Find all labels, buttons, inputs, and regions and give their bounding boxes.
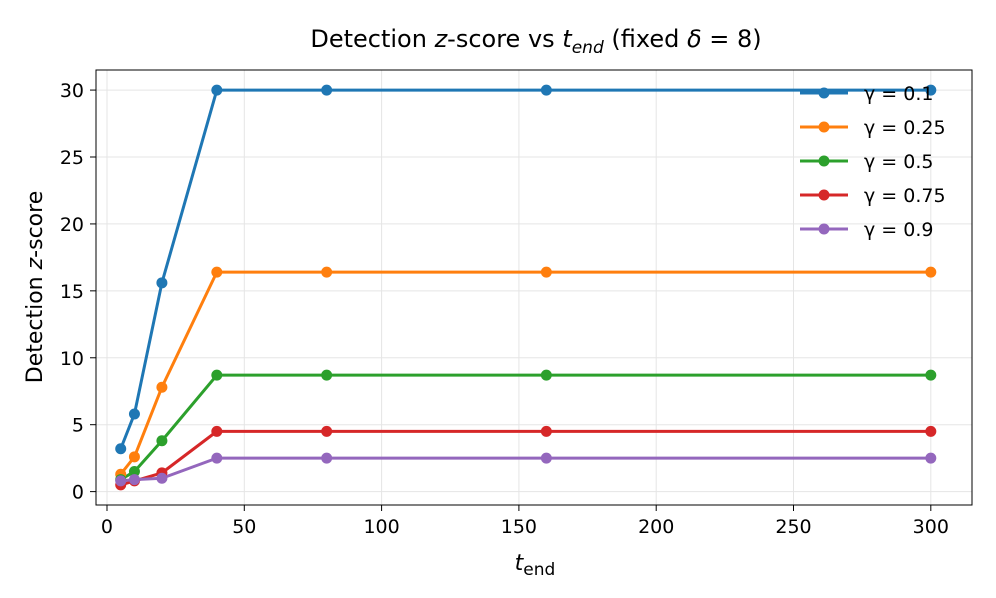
x-axis-label: tend <box>515 551 556 580</box>
data-point <box>156 435 168 447</box>
legend-swatch-marker <box>818 223 830 235</box>
data-point <box>128 408 140 420</box>
data-point <box>540 266 552 278</box>
data-point <box>925 266 937 278</box>
data-point <box>540 452 552 464</box>
y-tick-label: 0 <box>72 482 84 504</box>
data-point <box>925 84 937 96</box>
legend-swatch-marker <box>818 155 830 167</box>
legend-entry-label: γ = 0.1 <box>864 83 933 105</box>
x-tick-label: 150 <box>501 516 537 538</box>
series-points <box>115 84 937 491</box>
y-tick-label: 10 <box>60 348 84 370</box>
data-point <box>925 452 937 464</box>
y-tick-label: 30 <box>60 80 84 102</box>
data-point <box>211 425 223 437</box>
data-point <box>156 472 168 484</box>
data-point <box>211 369 223 381</box>
data-point <box>211 452 223 464</box>
data-point <box>128 451 140 463</box>
data-point <box>115 443 127 455</box>
data-point <box>211 266 223 278</box>
legend-swatch-marker <box>818 189 830 201</box>
legend-entry-label: γ = 0.75 <box>864 185 946 207</box>
x-tick-label: 250 <box>775 516 811 538</box>
legend-entry-label: γ = 0.5 <box>864 151 933 173</box>
data-point <box>321 266 333 278</box>
x-axis: 0 50 100 150 200 250 300 <box>101 505 949 538</box>
y-axis: 0 5 10 15 20 25 30 <box>60 80 96 504</box>
data-point <box>540 84 552 96</box>
data-point <box>128 474 140 486</box>
data-point <box>925 369 937 381</box>
data-point <box>156 381 168 393</box>
legend: γ = 0.1 γ = 0.25 γ = 0.5 γ = 0.75 γ = 0.9 <box>800 83 946 241</box>
y-tick-label: 15 <box>60 281 84 303</box>
y-tick-label: 25 <box>60 147 84 169</box>
data-point <box>321 452 333 464</box>
plot-frame <box>95 69 973 506</box>
data-point <box>321 425 333 437</box>
legend-swatch-marker <box>818 87 830 99</box>
data-point <box>321 84 333 96</box>
x-tick-label: 300 <box>913 516 949 538</box>
chart-title: Detection z-score vs tend (fixed δ = 8) <box>310 25 761 58</box>
data-point <box>156 277 168 289</box>
legend-swatch-marker <box>818 121 830 133</box>
x-tick-label: 100 <box>363 516 399 538</box>
y-tick-label: 5 <box>72 415 84 437</box>
y-axis-label: Detection z-score <box>23 191 48 384</box>
data-point <box>115 475 127 487</box>
x-tick-label: 200 <box>638 516 674 538</box>
x-tick-label: 0 <box>101 516 113 538</box>
data-point <box>128 466 140 478</box>
data-point <box>321 369 333 381</box>
data-point <box>540 425 552 437</box>
legend-entry-label: γ = 0.9 <box>864 219 933 241</box>
data-point <box>925 425 937 437</box>
legend-entry-label: γ = 0.25 <box>864 117 946 139</box>
data-point <box>540 369 552 381</box>
x-tick-label: 50 <box>232 516 256 538</box>
data-point <box>211 84 223 96</box>
y-tick-label: 20 <box>60 214 84 236</box>
